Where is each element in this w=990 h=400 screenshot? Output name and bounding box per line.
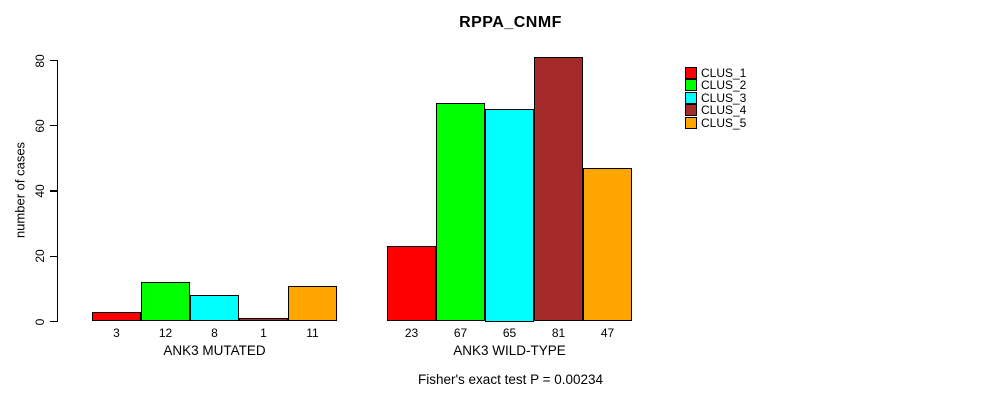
- bar-ank3-mutated-clus-5: [288, 285, 337, 322]
- chart-title: RPPA_CNMF: [459, 14, 562, 31]
- bar-value-ank3-mutated-clus-5: 11: [306, 326, 319, 340]
- y-tick-20: [50, 255, 57, 257]
- y-tick-40: [50, 190, 57, 192]
- bar-ank3-wild-type-clus-1: [387, 246, 436, 322]
- legend-label-clus-5: CLUS_5: [701, 115, 747, 130]
- y-axis-label: number of cases: [12, 141, 28, 239]
- bar-value-ank3-wild-type-clus-4: 81: [551, 326, 566, 340]
- y-axis-line: [57, 60, 59, 322]
- legend-swatch-clus-4: [685, 104, 697, 117]
- group-label-ank3-wild-type: ANK3 WILD-TYPE: [453, 343, 566, 358]
- y-tick-label-20: 20: [33, 249, 47, 263]
- bar-value-ank3-wild-type-clus-3: 65: [502, 326, 517, 340]
- bar-value-ank3-mutated-clus-2: 12: [158, 326, 173, 340]
- y-tick-60: [50, 125, 57, 127]
- bar-ank3-mutated-clus-4: [239, 318, 288, 322]
- bar-value-ank3-mutated-clus-1: 3: [113, 326, 120, 340]
- y-tick-label-0: 0: [33, 318, 47, 325]
- legend-label-clus-1: CLUS_1: [701, 66, 747, 80]
- legend-swatch-clus-2: [685, 79, 697, 92]
- legend-swatch-clus-5: [685, 116, 697, 129]
- y-tick-label-80: 80: [33, 53, 47, 68]
- bar-ank3-wild-type-clus-4: [534, 57, 583, 322]
- y-tick-80: [50, 59, 57, 62]
- bar-value-ank3-wild-type-clus-2: 67: [453, 326, 468, 340]
- bar-ank3-mutated-clus-2: [141, 282, 190, 322]
- bar-value-ank3-wild-type-clus-5: 47: [600, 326, 615, 340]
- bar-ank3-wild-type-clus-5: [583, 168, 632, 322]
- bar-value-ank3-mutated-clus-3: 8: [211, 326, 218, 340]
- y-tick-label-60: 60: [33, 119, 47, 133]
- y-tick-label-40: 40: [33, 184, 47, 198]
- legend-label-clus-2: CLUS_2: [701, 78, 747, 93]
- bar-ank3-mutated-clus-1: [92, 311, 141, 322]
- legend-swatch-clus-1: [685, 67, 697, 79]
- legend-label-clus-3: CLUS_3: [701, 90, 747, 105]
- legend-swatch-clus-3: [685, 91, 697, 104]
- y-tick-0: [50, 320, 57, 323]
- bar-ank3-wild-type-clus-2: [436, 102, 485, 322]
- bar-value-ank3-wild-type-clus-1: 23: [404, 326, 419, 340]
- bar-value-ank3-mutated-clus-4: 1: [260, 326, 267, 340]
- group-label-ank3-mutated: ANK3 MUTATED: [163, 343, 266, 358]
- bar-ank3-wild-type-clus-3: [485, 109, 534, 322]
- legend-label-clus-4: CLUS_4: [701, 103, 747, 118]
- bar-ank3-mutated-clus-3: [190, 295, 239, 322]
- fisher-test-caption: Fisher's exact test P = 0.00234: [417, 372, 604, 387]
